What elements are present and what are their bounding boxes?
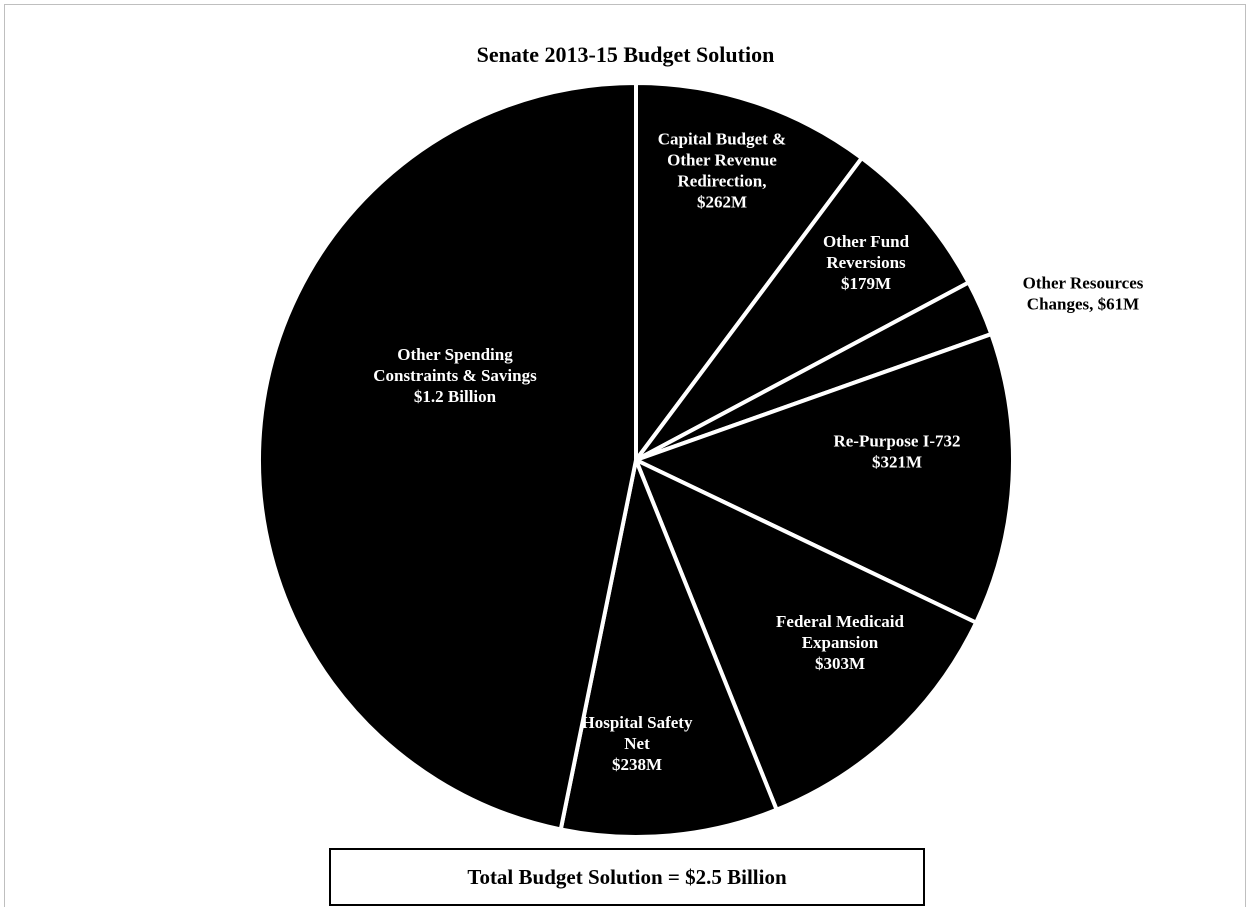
slice-label: Other Resources Changes, $61M <box>1023 274 1144 314</box>
slice-label: Other Fund Reversions $179M <box>823 232 910 293</box>
chart-title: Senate 2013-15 Budget Solution <box>476 42 775 67</box>
slice-label: Hospital Safety Net $238M <box>582 713 693 774</box>
slice-label: Federal Medicaid Expansion $303M <box>776 612 904 673</box>
pie-slice <box>634 458 979 812</box>
chart-frame <box>4 4 1246 907</box>
slice-label: Re-Purpose I-732 $321M <box>833 432 960 472</box>
pie-slice <box>257 81 638 832</box>
pie-slice <box>634 81 864 462</box>
slice-label: Other Spending Constraints & Savings $1.2 … <box>373 345 537 406</box>
pie-slice <box>634 156 971 462</box>
pie-slice <box>634 332 1015 625</box>
pie-slice <box>558 458 779 839</box>
total-label: Total Budget Solution = $2.5 Billion <box>329 848 925 906</box>
slice-label: Capital Budget & Other Revenue Redirection… <box>658 130 786 212</box>
